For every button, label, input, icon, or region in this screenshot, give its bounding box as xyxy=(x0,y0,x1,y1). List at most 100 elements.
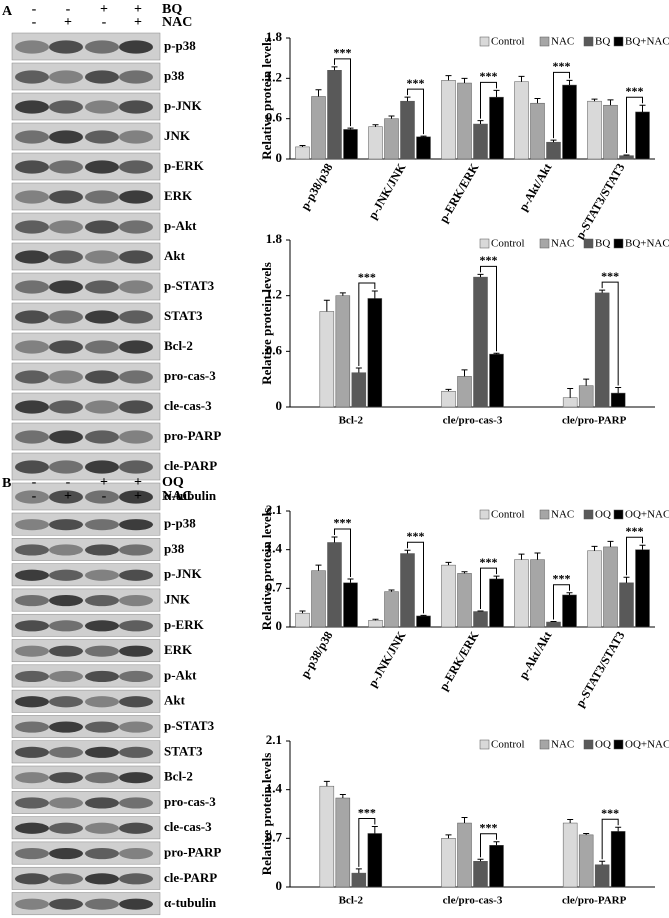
bar xyxy=(603,104,618,160)
y-tick-label: 1.8 xyxy=(266,29,283,44)
bar xyxy=(441,838,456,888)
panel-label: A xyxy=(2,4,13,19)
blot-band xyxy=(85,594,119,607)
blot-band xyxy=(119,797,153,809)
blot-band xyxy=(85,696,119,708)
blot-band xyxy=(85,370,119,384)
blot-band xyxy=(85,220,119,234)
legend-label: BQ xyxy=(595,36,610,48)
blot-band xyxy=(119,370,153,384)
x-tick-label: p-p38/p38 xyxy=(298,629,336,680)
error-bar xyxy=(445,388,452,392)
blot-band xyxy=(85,847,119,860)
error-bar xyxy=(404,96,411,102)
bar xyxy=(335,295,351,408)
blot-band xyxy=(15,797,49,809)
bar xyxy=(610,392,626,408)
significance-bracket xyxy=(358,282,376,367)
blot-row-label: pro-PARP xyxy=(164,428,221,443)
y-axis-label: Relative protein levels xyxy=(259,37,274,160)
blot-band xyxy=(15,490,49,504)
legend-label: Control xyxy=(491,509,525,521)
legend-label: OQ xyxy=(595,739,611,751)
blot-band xyxy=(85,430,119,444)
blot-band xyxy=(119,130,153,144)
error-bar xyxy=(567,819,574,824)
blot-band xyxy=(15,898,49,910)
blot-row-label: p-Akt xyxy=(164,667,197,682)
bar xyxy=(489,96,504,160)
bar xyxy=(603,546,618,628)
blot-band xyxy=(119,696,153,708)
error-bar xyxy=(445,834,452,839)
blot-band xyxy=(85,519,119,531)
error-bar xyxy=(371,290,378,299)
blot-band xyxy=(15,594,49,607)
blot-band xyxy=(119,250,153,264)
blot-band xyxy=(85,40,119,54)
treatment-sign: + xyxy=(64,15,72,30)
legend-label: NAC xyxy=(551,238,574,250)
blot-band xyxy=(119,847,153,860)
blot-row-label: p-JNK xyxy=(164,98,202,113)
y-tick-label: 1.4 xyxy=(266,781,283,796)
significance-bracket xyxy=(553,584,570,620)
error-bar xyxy=(615,387,622,394)
significance-bracket xyxy=(334,528,351,577)
blot-strip xyxy=(11,816,161,840)
blot-band xyxy=(49,70,83,84)
blot-band xyxy=(15,569,49,581)
legend-label: NAC xyxy=(551,739,574,751)
treatment-sign: - xyxy=(102,15,107,30)
treatment-sign: - xyxy=(32,475,37,490)
blot-band xyxy=(49,100,83,114)
blot-band xyxy=(85,310,119,324)
blot-band xyxy=(119,670,153,683)
blot-band xyxy=(49,490,83,504)
error-bar xyxy=(404,549,411,554)
legend-swatch xyxy=(613,739,624,750)
bar xyxy=(343,129,358,160)
treatment-sign: + xyxy=(134,15,142,30)
legend-swatch xyxy=(583,509,594,520)
significance-bracket xyxy=(407,541,424,614)
error-bar xyxy=(323,780,330,787)
error-bar xyxy=(599,289,606,293)
blot-band xyxy=(85,130,119,144)
blot-band xyxy=(49,400,83,414)
blot-band xyxy=(49,873,83,885)
blot-band xyxy=(85,490,119,504)
blot-band xyxy=(85,544,119,556)
bar xyxy=(562,822,578,888)
blot-band xyxy=(85,100,119,114)
bar xyxy=(578,834,594,888)
bar xyxy=(400,100,415,160)
blot-row-label: p38 xyxy=(164,541,185,556)
blot-row-label: Akt xyxy=(164,248,186,263)
error-bar xyxy=(607,99,614,106)
error-bar xyxy=(493,352,500,355)
bar xyxy=(619,155,634,160)
blot-row-label: α-tubulin xyxy=(164,895,217,910)
legend-label: NAC xyxy=(551,36,574,48)
blot-band xyxy=(49,340,83,354)
blot-row-label: cle-cas-3 xyxy=(164,398,212,413)
blot-band xyxy=(85,822,119,834)
blot-band xyxy=(119,594,153,607)
bar xyxy=(319,785,335,888)
treatment-sign: - xyxy=(66,475,71,490)
legend-label: OQ xyxy=(595,509,611,521)
blot-row-label: pro-PARP xyxy=(164,845,221,860)
blot-band xyxy=(85,569,119,581)
error-bar xyxy=(518,75,525,82)
error-bar xyxy=(623,154,630,156)
error-bar xyxy=(445,561,452,566)
y-tick-label: 0 xyxy=(276,618,283,633)
significance-label: *** xyxy=(407,529,425,543)
error-bar xyxy=(550,139,557,143)
treatment-sign: - xyxy=(102,489,107,504)
blot-band xyxy=(49,190,83,204)
error-bar xyxy=(339,794,346,799)
legend-swatch xyxy=(479,238,490,249)
blot-row-label: p-JNK xyxy=(164,566,202,581)
